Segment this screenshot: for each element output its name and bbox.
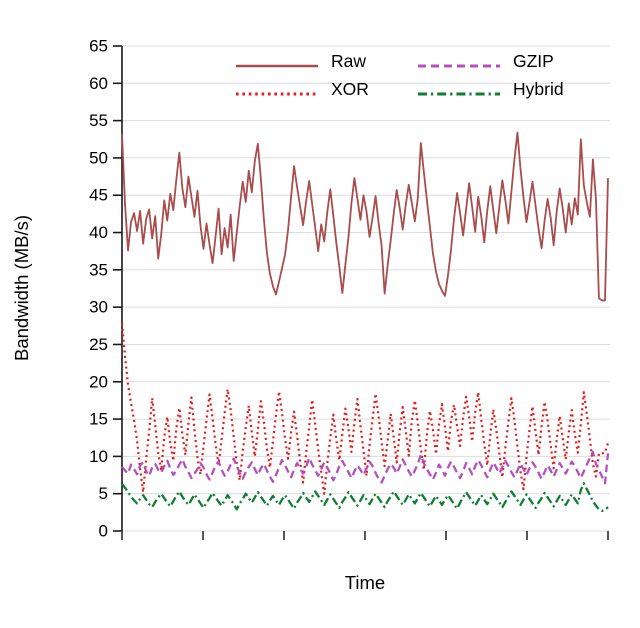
legend-column-2: GZIP Hybrid [418, 47, 564, 103]
legend-label-hybrid: Hybrid [513, 78, 564, 99]
y-tick-label: 60 [89, 74, 108, 93]
y-axis-title: Bandwidth (MB/s) [11, 215, 32, 361]
legend-item-xor: XOR [236, 75, 369, 103]
y-tick-label: 10 [89, 447, 108, 466]
x-axis-title: Time [344, 572, 386, 593]
y-tick-label: 0 [99, 522, 108, 541]
y-tick-label: 25 [89, 335, 108, 354]
y-tick-label: 35 [89, 260, 108, 279]
y-tick-label: 55 [89, 111, 108, 130]
y-tick-label: 15 [89, 410, 108, 429]
y-tick-label: 45 [89, 186, 108, 205]
y-tick-label: 65 [89, 37, 108, 56]
y-tick-label: 50 [89, 148, 108, 167]
legend-label-gzip: GZIP [513, 50, 554, 71]
y-tick-label: 5 [99, 484, 108, 503]
raw-line-swatch [236, 57, 318, 68]
y-tick-label: 30 [89, 298, 108, 317]
gzip-line-swatch [418, 57, 500, 68]
legend-label-xor: XOR [331, 78, 369, 99]
y-tick-label: 20 [89, 372, 108, 391]
series-line-hybrid [121, 482, 609, 513]
series-line-gzip [121, 450, 610, 485]
series-line-raw [121, 131, 609, 302]
xor-line-swatch [236, 85, 318, 96]
hybrid-line-swatch [418, 85, 500, 96]
legend-item-raw: Raw [236, 47, 369, 75]
legend-column-1: Raw XOR [236, 47, 369, 103]
legend-item-hybrid: Hybrid [418, 75, 564, 103]
legend-label-raw: Raw [331, 50, 367, 71]
legend-item-gzip: GZIP [418, 47, 564, 75]
y-tick-label: 40 [89, 223, 108, 242]
series-line-xor [120, 323, 610, 495]
